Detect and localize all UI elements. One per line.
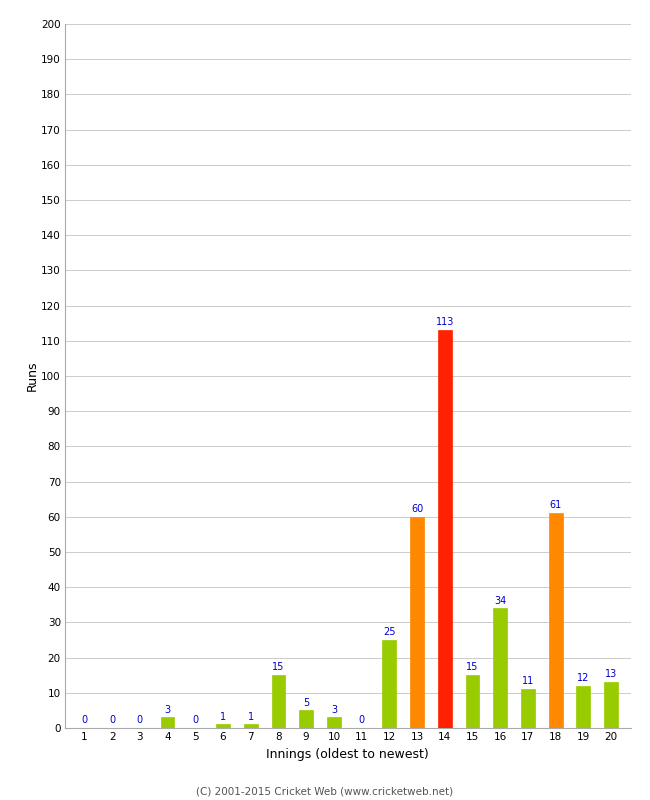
Text: 3: 3 bbox=[331, 705, 337, 714]
Bar bbox=[272, 675, 285, 728]
Bar bbox=[438, 330, 452, 728]
Text: 60: 60 bbox=[411, 504, 423, 514]
Bar bbox=[216, 725, 230, 728]
Text: 3: 3 bbox=[164, 705, 171, 714]
Bar bbox=[161, 718, 174, 728]
Bar bbox=[521, 690, 535, 728]
Bar bbox=[244, 725, 257, 728]
Bar bbox=[382, 640, 396, 728]
Bar bbox=[604, 682, 618, 728]
Bar bbox=[299, 710, 313, 728]
Text: 34: 34 bbox=[494, 595, 506, 606]
Text: 15: 15 bbox=[466, 662, 478, 672]
Bar bbox=[327, 718, 341, 728]
Text: 0: 0 bbox=[192, 715, 198, 725]
Text: 1: 1 bbox=[220, 712, 226, 722]
Text: 0: 0 bbox=[359, 715, 365, 725]
X-axis label: Innings (oldest to newest): Innings (oldest to newest) bbox=[266, 748, 429, 761]
Bar bbox=[549, 514, 563, 728]
Text: 5: 5 bbox=[303, 698, 309, 707]
Text: 61: 61 bbox=[549, 501, 562, 510]
Text: 0: 0 bbox=[81, 715, 88, 725]
Text: 11: 11 bbox=[522, 677, 534, 686]
Text: 0: 0 bbox=[109, 715, 115, 725]
Text: 13: 13 bbox=[605, 670, 617, 679]
Bar bbox=[410, 517, 424, 728]
Text: 113: 113 bbox=[436, 318, 454, 327]
Text: 15: 15 bbox=[272, 662, 285, 672]
Y-axis label: Runs: Runs bbox=[25, 361, 38, 391]
Text: 0: 0 bbox=[136, 715, 143, 725]
Text: 12: 12 bbox=[577, 673, 590, 683]
Bar bbox=[493, 608, 507, 728]
Bar bbox=[465, 675, 480, 728]
Text: (C) 2001-2015 Cricket Web (www.cricketweb.net): (C) 2001-2015 Cricket Web (www.cricketwe… bbox=[196, 786, 454, 796]
Bar bbox=[577, 686, 590, 728]
Text: 25: 25 bbox=[383, 627, 396, 637]
Text: 1: 1 bbox=[248, 712, 254, 722]
